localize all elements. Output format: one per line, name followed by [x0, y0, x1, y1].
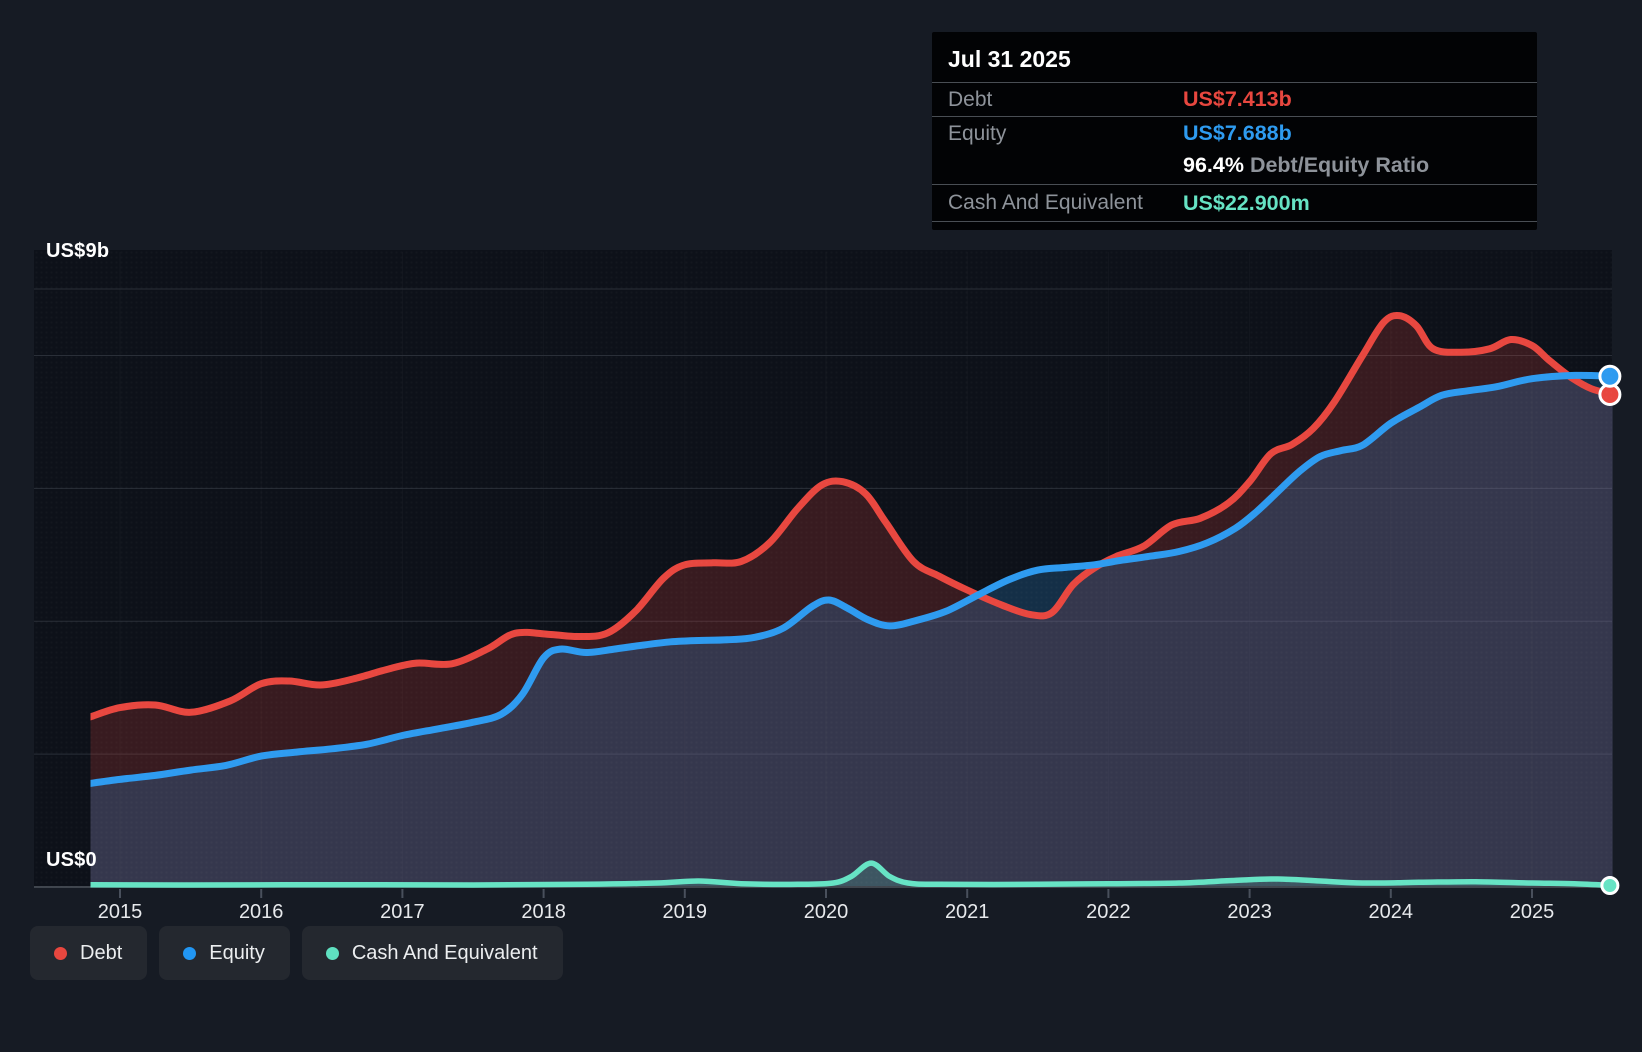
x-axis-label-2015: 2015	[97, 901, 143, 923]
y-axis-zero-label: US$0	[46, 849, 97, 871]
equity-end-marker	[1598, 364, 1622, 388]
debt-area	[90, 315, 1613, 888]
debt-line	[90, 311, 1613, 721]
cash-line	[90, 860, 1613, 889]
legend-item-cash[interactable]: Cash And Equivalent	[301, 926, 563, 980]
tooltip-equity-label: Equity	[948, 122, 1007, 145]
tooltip-debt-label: Debt	[948, 88, 993, 111]
x-axis-label-2023: 2023	[1227, 901, 1272, 923]
tooltip-cash-value: US$22.900m	[1183, 191, 1310, 215]
debt-legend-dot-icon	[54, 946, 67, 960]
tooltip-ratio-label: Debt/Equity Ratio	[1243, 153, 1430, 177]
chart-tooltip: Jul 31 2025 Debt US$7.413b Equity US$7.6…	[932, 32, 1537, 230]
equity-area	[90, 375, 1613, 888]
chart-legend: Debt Equity Cash And Equivalent	[30, 926, 563, 980]
tooltip-bottom-divider	[932, 221, 1537, 222]
tooltip-debt-value: US$7.413b	[1183, 87, 1292, 111]
cash-legend-dot-icon	[325, 946, 339, 960]
x-axis-label-2017: 2017	[380, 901, 425, 923]
legend-item-debt[interactable]: Debt	[30, 926, 148, 980]
equity-legend-dot-icon	[183, 946, 197, 960]
legend-item-equity[interactable]: Equity	[159, 926, 290, 980]
tooltip-row-equity: Equity US$7.688b	[932, 116, 1537, 150]
x-axis-label-2020: 2020	[803, 901, 849, 923]
plot-background	[34, 250, 1612, 887]
x-axis-label-2019: 2019	[662, 901, 708, 923]
x-axis-label-2016: 2016	[238, 901, 284, 923]
legend-label-debt: Debt	[80, 941, 123, 964]
legend-label-equity: Equity	[209, 941, 265, 964]
tooltip-row-ratio: 96.4% Debt/Equity Ratio	[932, 150, 1537, 184]
tooltip-ratio: 96.4% Debt/Equity Ratio	[1183, 150, 1429, 180]
x-axis-label-2018: 2018	[521, 901, 566, 923]
tooltip-date: Jul 31 2025	[948, 46, 1071, 72]
tooltip-row-cash: Cash And Equivalent US$22.900m	[932, 184, 1537, 221]
x-axis-label-2025: 2025	[1509, 901, 1555, 923]
cash-end-marker	[1600, 875, 1620, 895]
x-axis-label-2024: 2024	[1368, 901, 1414, 923]
tooltip-row-debt: Debt US$7.413b	[932, 82, 1537, 116]
y-axis-max-label: US$9b	[46, 240, 110, 262]
x-axis-label-2021: 2021	[944, 901, 990, 923]
legend-label-cash: Cash And Equivalent	[351, 941, 538, 964]
series-lines	[90, 311, 1613, 889]
tooltip-equity-value: US$7.688b	[1183, 121, 1292, 145]
x-axis-label-2022: 2022	[1086, 901, 1131, 923]
equity-line	[90, 371, 1613, 787]
tooltip-cash-label: Cash And Equivalent	[948, 191, 1143, 214]
tooltip-ratio-value: 96.4%	[1183, 153, 1244, 177]
